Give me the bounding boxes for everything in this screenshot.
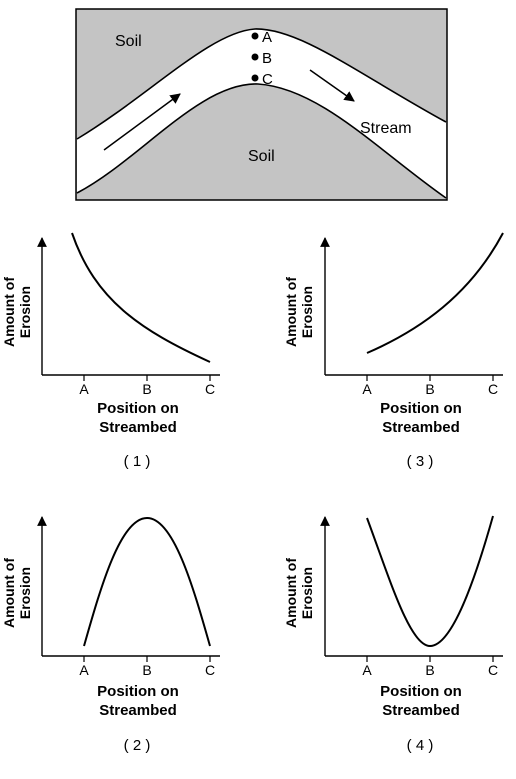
soil-top-label: Soil [115, 33, 142, 50]
tick-label-c: C [205, 381, 215, 397]
x-axis-label-line2: Streambed [382, 702, 460, 719]
tick-label-b: B [142, 381, 151, 397]
y-axis-label-line1: Amount of [1, 558, 17, 628]
tick-label-c: C [488, 381, 498, 397]
stream-channel [77, 28, 446, 199]
y-axis-label-line2: Erosion [299, 567, 315, 619]
graph-4: A B C Amount of Erosion Position on Stre… [283, 515, 503, 754]
y-axis-label-line2: Erosion [17, 286, 33, 338]
x-axis-label-line1: Position on [97, 683, 179, 700]
tick-label-c: C [205, 662, 215, 678]
point-b-label: B [262, 50, 272, 67]
point-a-dot [251, 32, 259, 40]
erosion-curve [366, 515, 494, 648]
point-b-dot [251, 53, 259, 61]
graph-3: A B C Amount of Erosion Position on Stre… [283, 232, 504, 470]
graph-number: ( 1 ) [124, 453, 151, 470]
tick-label-a: A [362, 662, 372, 678]
graph-number: ( 3 ) [407, 453, 434, 470]
x-axis-label-line2: Streambed [99, 702, 177, 719]
tick-label-b: B [142, 662, 151, 678]
tick-label-a: A [79, 381, 89, 397]
y-axis-label-line2: Erosion [299, 286, 315, 338]
y-axis-label-line1: Amount of [283, 277, 299, 347]
tick-label-a: A [362, 381, 372, 397]
x-axis-label-line2: Streambed [99, 419, 177, 436]
point-c-label: C [262, 71, 273, 88]
graph-number: ( 4 ) [407, 737, 434, 754]
tick-label-b: B [425, 381, 434, 397]
x-axis-label-line2: Streambed [382, 419, 460, 436]
point-a-label: A [262, 29, 272, 46]
tick-label-c: C [488, 662, 498, 678]
stream-lower-bank [76, 83, 447, 199]
erosion-curve [71, 232, 211, 363]
flow-arrow-right [309, 69, 355, 102]
x-axis-label-line1: Position on [380, 683, 462, 700]
graph-2: A B C Amount of Erosion Position on Stre… [1, 516, 220, 754]
erosion-curve [83, 516, 211, 647]
y-axis-label-line2: Erosion [17, 567, 33, 619]
y-axis-label-line1: Amount of [1, 277, 17, 347]
graph-number: ( 2 ) [124, 737, 151, 754]
graph-1: A B C Amount of Erosion Position on Stre… [1, 232, 220, 470]
point-c-dot [251, 74, 259, 82]
stream-label: Stream [360, 120, 412, 137]
flow-arrow-left [103, 93, 181, 151]
x-axis-label-line1: Position on [97, 400, 179, 417]
erosion-curve [366, 232, 504, 354]
stream-diagram: Soil Soil Stream A B C [75, 8, 448, 201]
tick-label-a: A [79, 662, 89, 678]
soil-bottom-label: Soil [248, 148, 275, 165]
y-axis-label-line1: Amount of [283, 558, 299, 628]
tick-label-b: B [425, 662, 434, 678]
stream-upper-bank [76, 28, 447, 140]
x-axis-label-line1: Position on [380, 400, 462, 417]
